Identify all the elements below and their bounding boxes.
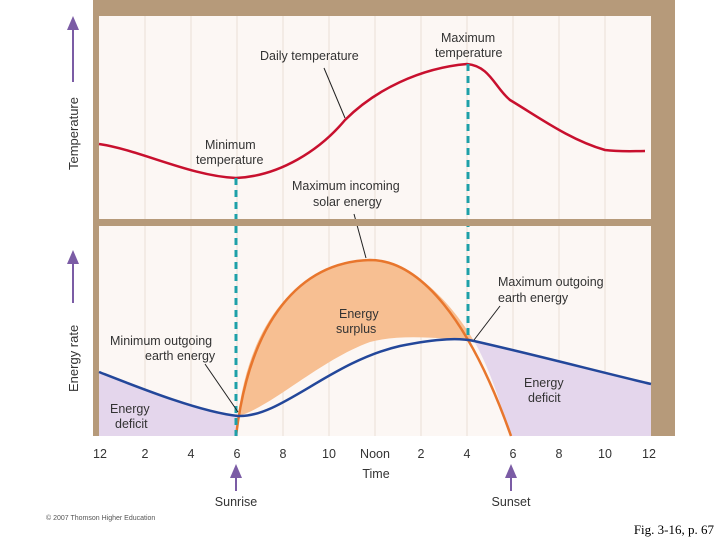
energy-deficit-left-label-2: deficit [115,417,148,431]
outgoing-earth-curve [98,337,652,418]
left-white-area [45,0,93,512]
x-tick: 2 [418,447,425,461]
minimum-temperature-label-1: Minimum [205,138,256,152]
energy-deficit-right-label-2: deficit [528,391,561,405]
max-outgoing-label-2: earth energy [498,291,569,305]
x-tick: 8 [280,447,287,461]
x-tick: 8 [556,447,563,461]
figure-caption: Fig. 3-16, p. 67 [633,522,714,537]
min-outgoing-label-1: Minimum outgoing [110,334,212,348]
max-incoming-label-1: Maximum incoming [292,179,400,193]
sunrise-label: Sunrise [215,495,257,509]
energy-surplus-label-2: surplus [336,322,376,336]
panel-separator [93,219,657,226]
max-outgoing-label-1: Maximum outgoing [498,275,604,289]
energy-surplus-label-1: Energy [339,307,379,321]
x-axis-ticks: 12 2 4 6 8 10 Noon 2 4 6 8 10 12 Time [93,447,656,481]
energy-deficit-right-area [474,341,651,436]
temperature-axis-title: Temperature [66,97,81,170]
x-axis-title: Time [362,467,389,481]
x-tick: 6 [234,447,241,461]
incoming-solar-curve [234,258,513,437]
x-tick: 2 [142,447,149,461]
sunrise-marker: Sunrise [215,464,257,509]
temperature-axis: Temperature [66,16,81,170]
minimum-temperature-label-2: temperature [196,153,263,167]
energy-deficit-left-label-1: Energy [110,402,150,416]
x-tick: Noon [360,447,390,461]
maximum-temperature-label-2: temperature [435,46,502,60]
energy-surplus-area [238,260,474,416]
energy-deficit-left-area [99,372,238,436]
x-tick: 12 [93,447,107,461]
x-tick: 4 [464,447,471,461]
x-tick: 4 [188,447,195,461]
x-tick: 12 [642,447,656,461]
sunset-label: Sunset [492,495,531,509]
x-tick: 6 [510,447,517,461]
daily-temperature-curve [98,62,646,180]
x-tick: 10 [322,447,336,461]
energy-rate-axis-title: Energy rate [66,325,81,392]
x-tick: 10 [598,447,612,461]
sunset-marker: Sunset [492,464,531,509]
energy-deficit-right-label-1: Energy [524,376,564,390]
maximum-temperature-label-1: Maximum [441,31,495,45]
daily-temperature-label: Daily temperature [260,49,359,63]
copyright-text: © 2007 Thomson Higher Education [46,514,155,522]
energy-rate-axis: Energy rate [66,250,81,392]
min-outgoing-label-2: earth energy [145,349,216,363]
x-axis-area [93,436,675,512]
max-incoming-label-2: solar energy [313,195,383,209]
